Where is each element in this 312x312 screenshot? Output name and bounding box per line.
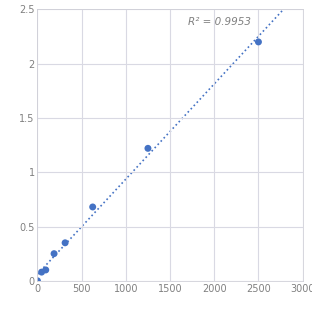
- Point: [51, 251, 56, 256]
- Point: [43, 267, 48, 272]
- Point: [145, 146, 150, 151]
- Text: R² = 0.9953: R² = 0.9953: [188, 17, 251, 27]
- Point: [63, 240, 68, 245]
- Point: [90, 204, 95, 209]
- Point: [35, 278, 40, 283]
- Point: [256, 39, 261, 44]
- Point: [39, 270, 44, 275]
